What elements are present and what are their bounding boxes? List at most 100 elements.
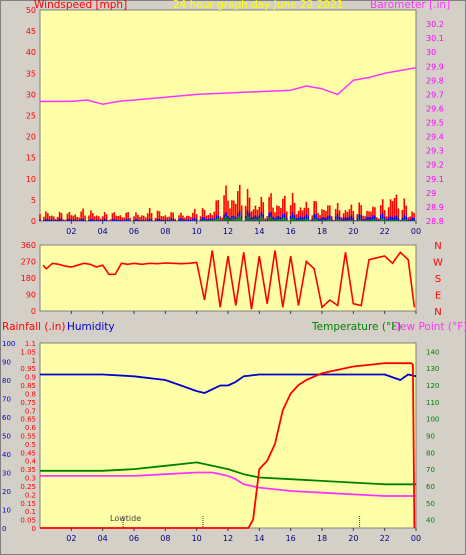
x-tick-label: 10: [192, 534, 202, 543]
temperature-axis-tick-label: 50: [426, 500, 435, 508]
x-tick-label: 12: [223, 534, 233, 543]
compass-label: S: [435, 274, 441, 285]
temperature-line: [40, 461, 416, 486]
compass-label: N: [434, 241, 441, 252]
barometer-axis-tick-label: 29.7: [426, 90, 444, 99]
x-tick-label: 02: [66, 227, 76, 236]
rain-axis-tick-label: 0.95: [20, 365, 36, 373]
rain-axis-tick-label: 0.5: [25, 441, 36, 449]
temperature-title: Temperature (°F): [311, 321, 401, 333]
x-tick-label: 18: [317, 534, 327, 543]
rain-humidity-temperature-chart: 00.050.10.150.20.250.30.350.40.450.50.55…: [2, 340, 439, 543]
wind-axis-tick-label: 50: [26, 6, 36, 15]
humidity-axis-tick-label: 50: [2, 433, 11, 441]
direction-axis-tick-label: 90: [26, 291, 36, 300]
rain-axis-tick-label: 0.9: [25, 374, 36, 382]
x-tick-label: 04: [98, 227, 108, 236]
x-tick-label: 00: [411, 227, 421, 236]
wind-axis-tick-label: 40: [26, 48, 36, 57]
rain-axis-tick-label: 0.55: [20, 433, 36, 441]
x-tick-label: 12: [223, 227, 233, 236]
x-tick-label: 18: [317, 227, 327, 236]
rain-axis-tick-label: 0.35: [20, 466, 36, 474]
x-tick-label: 10: [192, 227, 202, 236]
humidity-axis-tick-label: 0: [2, 525, 6, 533]
rain-axis-tick-label: 0.45: [20, 449, 36, 457]
rain-axis-tick-label: 0.6: [25, 424, 37, 432]
temperature-axis-tick-label: 110: [426, 399, 439, 407]
humidity-axis-tick-label: 70: [2, 396, 11, 404]
x-tick-label: 22: [380, 534, 390, 543]
rain-axis-tick-label: 0.85: [20, 382, 36, 390]
rain-axis-tick-label: 0.2: [25, 491, 36, 499]
rain-axis-tick-label: 1: [32, 357, 36, 365]
wind-axis-tick-label: 25: [26, 112, 36, 121]
rain-axis-tick-label: 0.3: [25, 475, 36, 483]
barometer-axis-tick-label: 30.2: [426, 20, 444, 29]
temperature-axis-tick-label: 90: [426, 433, 435, 441]
wind-axis-tick-label: 30: [26, 90, 36, 99]
barometer-axis-tick-label: 30: [426, 48, 436, 57]
rain-axis-tick-label: 0.4: [25, 458, 37, 466]
direction-axis-tick-label: 270: [21, 258, 36, 267]
barometer-axis-tick-label: 29.1: [426, 175, 444, 184]
temperature-axis-tick-label: 130: [426, 365, 439, 373]
x-tick-label: 22: [380, 227, 390, 236]
temperature-axis-tick-label: 100: [426, 416, 439, 424]
barometer-title: Barometer [.in]: [370, 0, 450, 11]
rainfall-title: Rainfall (.in): [2, 321, 65, 333]
barometer-axis-tick-label: 29.6: [426, 104, 444, 113]
wind-direction-trace: [42, 250, 416, 310]
wind-axis-tick-label: 15: [26, 154, 36, 163]
temperature-axis-tick-label: 70: [426, 466, 435, 474]
wind-axis-tick-label: 10: [26, 175, 36, 184]
direction-axis-tick-label: 0: [31, 307, 36, 316]
humidity-line: [40, 373, 417, 394]
rain-axis-tick-label: 1.05: [20, 348, 36, 356]
barometer-axis-tick-label: 30.1: [426, 34, 444, 43]
barometer-axis-tick-label: 28.9: [426, 203, 444, 212]
rain-axis-tick-label: 0.65: [20, 416, 36, 424]
compass-label: W: [433, 258, 443, 269]
wind-barometer-chart: 0 5 10 15 20 25 30 35 40 45 50 28.8 28.9 29 29.1 29.2 29…: [26, 6, 444, 236]
rain-plot-area: [39, 342, 417, 529]
humidity-axis-tick-label: 100: [2, 340, 15, 348]
rain-axis-tick-label: 0.75: [20, 399, 36, 407]
dewpoint-line: [40, 471, 416, 497]
x-tick-label: 16: [286, 534, 296, 543]
humidity-axis-tick-label: 10: [2, 507, 11, 515]
compass-label: E: [435, 291, 441, 302]
humidity-title: Humidity: [67, 321, 115, 333]
temperature-axis-tick-label: 120: [426, 382, 439, 390]
barometer-axis-tick-label: 29.9: [426, 62, 444, 71]
x-tick-label: 20: [348, 534, 358, 543]
barometer-axis-tick-label: 29.3: [426, 147, 444, 156]
humidity-axis-tick-label: 90: [2, 359, 11, 367]
graph-date-title: 24 hour graph day June 22 2021: [173, 0, 343, 11]
rain-axis-tick-label: 0.05: [20, 517, 36, 525]
rain-axis-tick-label: 0: [32, 525, 36, 533]
humidity-axis-tick-label: 20: [2, 488, 11, 496]
humidity-axis-tick-label: 40: [2, 451, 11, 459]
x-tick-label: 02: [66, 534, 76, 543]
x-tick-label: 16: [286, 227, 296, 236]
dewpoint-title: Dew Point (°F): [392, 321, 466, 333]
barometer-line: [40, 66, 417, 105]
temperature-axis-tick-label: 60: [426, 483, 435, 491]
humidity-axis-tick-label: 80: [2, 377, 11, 385]
lowtide-annotation: Lowtide: [110, 514, 141, 523]
x-tick-label: 08: [160, 227, 170, 236]
rain-axis-tick-label: 0.1: [25, 508, 36, 516]
direction-axis-tick-label: 180: [21, 274, 36, 283]
rain-axis-tick-label: 1.1: [25, 340, 36, 348]
x-tick-label: 04: [98, 534, 108, 543]
rain-axis-tick-label: 0.8: [25, 390, 36, 398]
x-tick-label: 14: [254, 534, 264, 543]
direction-axis-tick-label: 360: [21, 241, 36, 250]
x-tick-label: 08: [160, 534, 170, 543]
temperature-axis-tick-label: 140: [426, 348, 439, 356]
wind-axis-tick-label: 5: [31, 196, 36, 205]
barometer-axis-tick-label: 29: [426, 189, 436, 198]
